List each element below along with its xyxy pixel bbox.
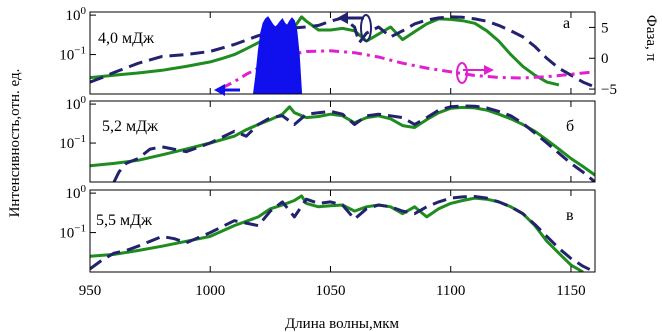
- panel-c-series-layer: [90, 194, 595, 272]
- solid-series-line: [90, 15, 560, 87]
- x-tick-label: 1050: [315, 283, 345, 299]
- panel-a-ticks: 100 10−1: [59, 5, 572, 94]
- panel-a-energy-label: 4,0 мДж: [98, 30, 155, 47]
- panel-a-frame: [89, 11, 596, 95]
- x-tick-label: 1150: [556, 283, 585, 299]
- y-tick-label: 10−1: [59, 223, 86, 242]
- panel-c-frame: [89, 189, 596, 273]
- x-axis-label: Длина волны,мкм: [285, 316, 400, 332]
- arrow-left-blue-annotation: [214, 84, 240, 96]
- y-tick-label: 10−1: [59, 133, 86, 152]
- panel-b-energy-label: 5,2 мДж: [102, 118, 159, 135]
- panel-a-series-layer: [90, 15, 595, 94]
- x-tick-label: 1100: [436, 283, 465, 299]
- y-axis-label: Интенсивность,отн. ед.: [7, 69, 23, 218]
- panel-b-frame: [89, 100, 596, 183]
- panel-b-ticks: 100 10−1: [59, 94, 572, 182]
- panel-a-letter: а: [563, 15, 570, 32]
- y-tick-label: 100: [66, 94, 87, 113]
- panel-b-series-layer: [90, 104, 595, 182]
- panel-c-letter: в: [566, 207, 574, 224]
- panel-c-energy-label: 5,5 мДж: [96, 212, 153, 229]
- panel-a: 100 10−1 4,0 мДж а 5 0 −5 Фаза, π: [59, 5, 659, 98]
- right-axis-label: Фаза, π: [643, 15, 659, 62]
- solid-series-line: [90, 194, 584, 272]
- x-tick-label: 1000: [195, 283, 225, 299]
- panel-b-letter: б: [566, 118, 574, 135]
- arrow-right-magenta-annotation: [456, 62, 494, 84]
- y-tick-label: 100: [66, 5, 87, 24]
- pulse-spectrum-fill: [252, 16, 303, 94]
- right-y-tick-label: −5: [601, 82, 617, 98]
- y-tick-label: 10−1: [59, 45, 86, 64]
- arrow-left-navy-annotation: [337, 12, 372, 42]
- solid-series-line: [90, 105, 595, 177]
- x-tick-labels: 950 1000 1050 1100 1150: [79, 283, 586, 299]
- dashed-series-line: [90, 15, 595, 89]
- phase-series-line: [221, 49, 595, 90]
- right-y-tick-label: 0: [601, 51, 609, 67]
- right-y-tick-label: 5: [601, 20, 609, 36]
- dashed-series-line: [90, 195, 595, 272]
- x-tick-label: 950: [79, 283, 102, 299]
- panel-b: 100 10−1 5,2 мДж б: [59, 94, 596, 183]
- y-tick-label: 100: [66, 183, 87, 202]
- dashed-series-line: [112, 104, 595, 182]
- right-axis-ticks: 5 0 −5: [589, 20, 617, 98]
- panel-c: 100 10−1 5,5 мДж в: [59, 183, 596, 273]
